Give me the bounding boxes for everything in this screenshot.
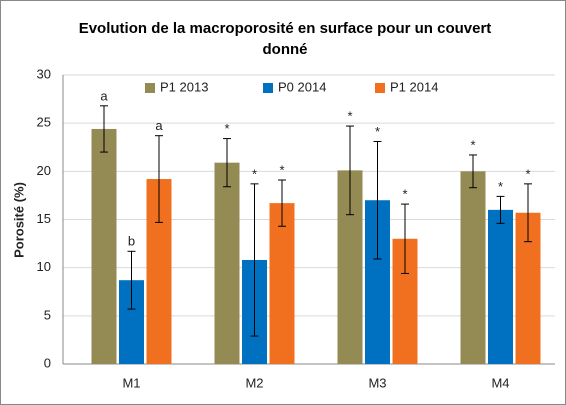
- bar-annotation: *: [375, 124, 380, 139]
- legend-swatch: [145, 83, 155, 93]
- bar: [460, 171, 486, 364]
- y-axis-label: Porosité (%): [11, 182, 26, 258]
- legend-label: P0 2014: [278, 79, 326, 94]
- bar-annotation: *: [498, 179, 503, 194]
- bar-annotation: *: [224, 121, 229, 136]
- bar-annotation: b: [128, 234, 135, 249]
- bar-annotation: *: [470, 137, 475, 152]
- y-tick-label: 0: [44, 355, 51, 370]
- bar-annotation: *: [402, 187, 407, 202]
- y-tick-label: 20: [37, 163, 51, 178]
- bar-annotation: *: [279, 162, 284, 177]
- x-tick-label: M3: [368, 375, 386, 390]
- bar: [91, 128, 117, 364]
- chart-title: Evolution de la macroporosité en surface…: [78, 20, 492, 58]
- y-tick-label: 25: [37, 115, 51, 130]
- x-tick-label: M2: [245, 375, 263, 390]
- y-tick-label: 15: [37, 211, 51, 226]
- legend-label: P1 2013: [160, 79, 208, 94]
- y-tick-label: 10: [37, 259, 51, 274]
- y-tick-label: 5: [44, 307, 51, 322]
- x-tick-label: M4: [491, 375, 509, 390]
- legend-label: P1 2014: [390, 79, 438, 94]
- bar-annotation: *: [525, 166, 530, 181]
- bar: [269, 203, 295, 364]
- legend-swatch: [375, 83, 385, 93]
- x-tick-label: M1: [122, 375, 140, 390]
- y-tick-label: 30: [37, 66, 51, 81]
- bar: [214, 162, 240, 364]
- bar-annotation: a: [100, 88, 108, 103]
- bar-annotation: a: [155, 118, 163, 133]
- bar-annotation: *: [347, 108, 352, 123]
- bar-annotation: *: [252, 166, 257, 181]
- bar: [488, 209, 513, 364]
- legend-swatch: [263, 83, 273, 93]
